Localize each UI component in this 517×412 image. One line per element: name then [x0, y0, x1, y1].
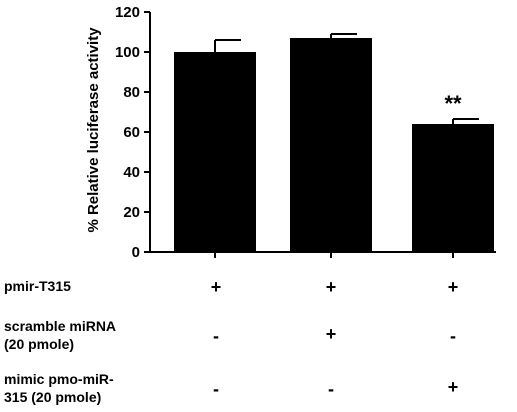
condition-cell: -: [450, 326, 456, 346]
y-tick-label: 120: [115, 4, 140, 21]
y-tick-label: 100: [115, 44, 140, 61]
y-tick-label: 40: [123, 164, 140, 181]
condition-cell: +: [210, 277, 222, 297]
condition-label-pmir-t315: pmir-T315: [4, 278, 71, 294]
bar: [412, 124, 494, 252]
condition-cell: +: [447, 277, 459, 297]
y-tick-label: 20: [123, 204, 140, 221]
bar-chart: 0 20 40 60 80 100 120 ** % Relative luciferase…: [85, 4, 496, 261]
condition-cell: -: [213, 379, 219, 399]
condition-cell: -: [213, 326, 219, 346]
y-tick-label: 0: [132, 244, 140, 261]
condition-label-scramble-mirna: scramble miRNA (20 pmole): [4, 318, 117, 352]
y-tick-label: 60: [123, 124, 140, 141]
y-tick-label: 80: [123, 84, 140, 101]
bars: **: [174, 33, 494, 252]
condition-cell: +: [447, 377, 459, 397]
significance-marker: **: [444, 91, 462, 116]
condition-cell: +: [325, 277, 337, 297]
condition-cell: +: [325, 324, 337, 344]
bar: [174, 52, 256, 252]
bar: [290, 38, 372, 252]
condition-label-mimic-pmo-mir-315: mimic pmo-miR- 315 (20 pmole): [4, 371, 114, 405]
condition-cell: -: [328, 379, 334, 399]
y-axis-title: % Relative luciferase activity: [85, 27, 102, 233]
